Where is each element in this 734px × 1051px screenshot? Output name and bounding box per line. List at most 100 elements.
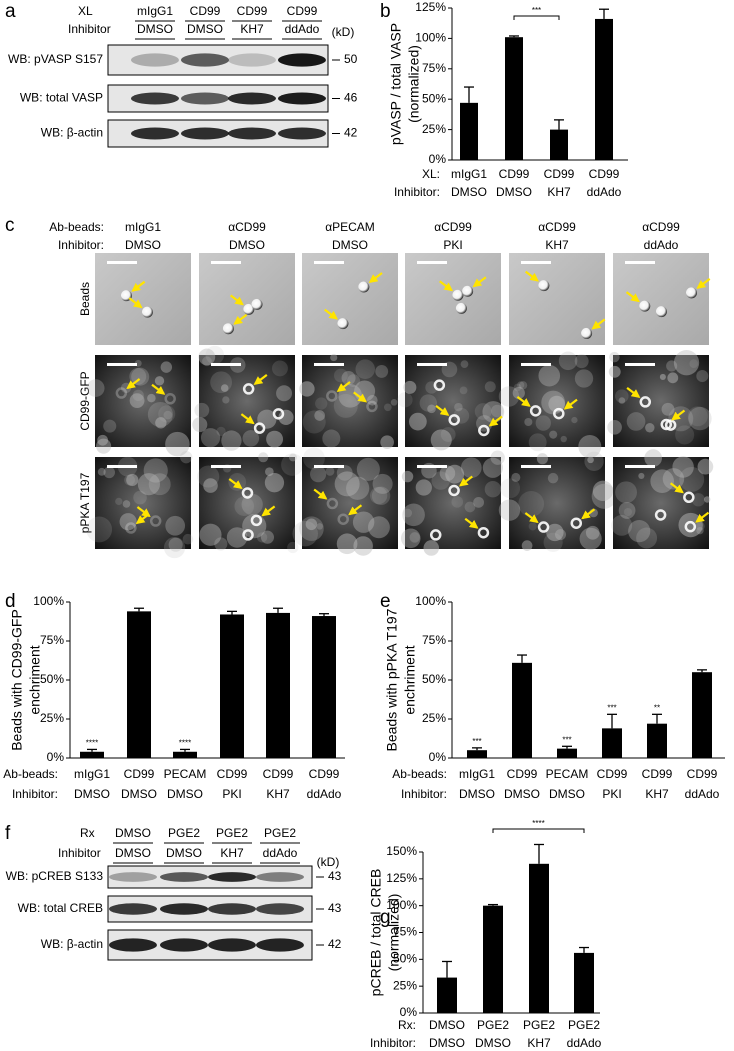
- cell-texture: [558, 351, 578, 371]
- bar: [80, 751, 104, 758]
- x-tick-label: CD99: [589, 167, 620, 181]
- x-tick-label: CD99: [544, 167, 575, 181]
- bead-signal: [337, 513, 349, 525]
- micrograph-bg: [613, 355, 709, 447]
- bead-signal: [537, 521, 550, 533]
- blot-band: [181, 92, 229, 105]
- cell-texture: [440, 427, 456, 442]
- cell-texture: [242, 430, 260, 447]
- cell-texture: [618, 502, 636, 519]
- bead-signal: [242, 529, 254, 541]
- blot-row-label: WB: total VASP: [20, 91, 103, 105]
- cell-texture: [210, 371, 233, 394]
- blot-row-label: WB: β-actin: [41, 937, 103, 951]
- bar: [220, 614, 244, 758]
- bead-signal: [529, 405, 542, 417]
- y-tick-label: 25%: [40, 711, 64, 725]
- blot-lane-label: PGE2: [216, 826, 248, 840]
- micrograph: [607, 350, 712, 447]
- bead-signal: [242, 383, 255, 395]
- bead: [452, 289, 464, 301]
- cell-texture: [214, 537, 228, 551]
- significance-label: ***: [532, 6, 541, 15]
- cell-texture: [423, 540, 440, 556]
- cell-texture: [380, 435, 394, 450]
- cell-texture: [132, 389, 144, 402]
- cell-texture: [460, 457, 482, 479]
- cell-texture: [560, 435, 567, 443]
- cell-texture: [484, 381, 496, 393]
- cell-texture: [454, 402, 463, 412]
- micrograph: [613, 253, 711, 345]
- y-tick-label: 125%: [386, 871, 417, 885]
- blot-band: [208, 872, 256, 882]
- cell-texture: [453, 407, 470, 424]
- y-axis-label: Beads with pPKA T197: [384, 608, 400, 751]
- bead-signal: [115, 387, 128, 399]
- cell-texture: [390, 398, 398, 406]
- cell-texture: [333, 393, 358, 418]
- x-tick-label: DMSO: [429, 1036, 465, 1050]
- bar: [647, 723, 667, 758]
- cell-texture: [133, 490, 147, 505]
- micro-header-label: Inhibitor:: [58, 238, 104, 252]
- cell-texture: [623, 507, 632, 517]
- blot-lane-label: DMSO: [137, 22, 173, 36]
- micro-column-label: αCD99: [538, 220, 576, 234]
- blot-band: [109, 903, 157, 915]
- arrow: [525, 270, 539, 282]
- blot-band: [256, 872, 304, 882]
- cell-texture: [198, 348, 216, 366]
- x-tick-label: CD99: [217, 767, 248, 781]
- bead: [538, 280, 550, 292]
- cell-texture: [352, 511, 375, 533]
- y-axis-label: (normalized): [406, 45, 422, 123]
- cell-texture: [168, 537, 183, 552]
- cell-texture: [402, 503, 425, 527]
- cell-texture: [336, 533, 358, 555]
- bead-signal: [149, 515, 162, 527]
- y-tick-label: 0%: [429, 152, 447, 166]
- cell-texture: [490, 404, 504, 418]
- cell-texture: [322, 429, 341, 448]
- cell-texture: [431, 471, 450, 490]
- y-tick-label: 50%: [40, 672, 64, 686]
- micrograph-bg: [199, 355, 295, 447]
- cell-texture: [333, 368, 348, 383]
- micro-column-label: DMSO: [125, 238, 161, 252]
- y-axis-label: enchriment: [402, 645, 418, 714]
- cell-texture: [419, 394, 437, 412]
- bead-signal: [660, 418, 673, 431]
- arrow: [233, 313, 248, 325]
- cell-texture: [614, 389, 629, 403]
- scale-bar: [417, 363, 447, 366]
- cell-texture: [535, 415, 551, 431]
- micrograph-bg: [613, 457, 709, 549]
- x-tick-label: PKI: [602, 787, 621, 801]
- micrograph: [498, 451, 617, 552]
- micrograph-bg: [302, 253, 398, 345]
- cell-texture: [427, 404, 436, 414]
- y-tick-label: 75%: [40, 633, 64, 647]
- cell-texture: [367, 516, 390, 539]
- x-tick-label: ddAdo: [685, 787, 720, 801]
- cell-texture: [524, 417, 533, 427]
- cell-texture: [626, 412, 646, 431]
- cell-texture: [528, 433, 547, 452]
- bar: [595, 18, 613, 160]
- scale-bar: [625, 465, 655, 468]
- cell-texture: [628, 519, 651, 543]
- micrograph-bg: [199, 457, 295, 549]
- cell-texture: [305, 518, 318, 531]
- y-tick-label: 100%: [415, 594, 446, 608]
- cell-texture: [202, 356, 212, 367]
- micrograph: [95, 253, 191, 345]
- blot-band: [131, 53, 179, 67]
- cell-texture: [314, 410, 325, 421]
- cell-texture: [460, 360, 469, 369]
- bead: [639, 300, 651, 312]
- cell-texture: [439, 465, 456, 482]
- arrow: [336, 381, 351, 393]
- micrograph: [197, 452, 304, 554]
- x-tick-label: DMSO: [496, 185, 532, 199]
